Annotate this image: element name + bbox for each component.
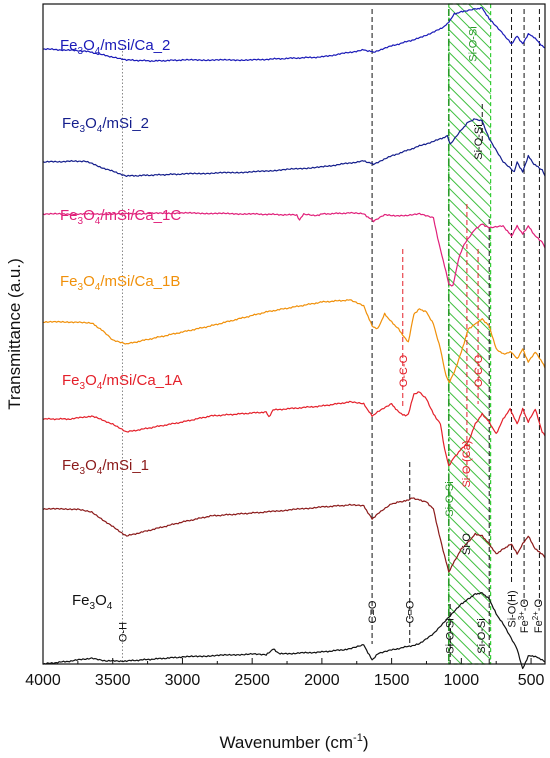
series-label-3: Fe3O4/mSi/Ca_1B — [60, 273, 180, 293]
series-label-2: Fe3O4/mSi/Ca_1C — [60, 207, 181, 227]
series-label-6: Fe3O4 — [72, 592, 113, 612]
annotation-oh: O-H — [117, 622, 129, 642]
x-tick-label-1000: 1000 — [444, 672, 480, 689]
annotation-siosi5: Si-O-Si — [473, 124, 485, 159]
series-line-3 — [42, 299, 546, 384]
series-line-6 — [42, 592, 546, 670]
series-line-4 — [42, 391, 546, 467]
shaded-band-layer — [448, 3, 492, 665]
annotation-siosi3: Si-O-Si — [476, 618, 488, 653]
x-tick-label-500: 500 — [518, 672, 545, 689]
x-axis-ticks: 4000 3500 3000 2500 2000 1500 1000 500 — [25, 658, 545, 689]
x-tick-label-3500: 3500 — [95, 672, 131, 689]
annotation-co1: C=O — [367, 600, 379, 623]
x-axis-label: Wavenumber (cm-1) — [220, 732, 369, 752]
annotation-fe2: Fe2+-O — [531, 598, 545, 633]
series-label-0: Fe3O4/mSi/Ca_2 — [60, 37, 170, 57]
annotation-siosi1: Si-O-Si — [444, 481, 456, 516]
x-tick-label-2500: 2500 — [234, 672, 270, 689]
reference-lines — [121, 9, 540, 664]
series-lines — [42, 6, 546, 670]
y-axis-label: Transmittance (a.u.) — [5, 258, 24, 409]
series-label-5: Fe3O4/mSi_1 — [62, 457, 149, 477]
annotation-sio: Si-O — [461, 533, 473, 555]
si-o-si-shaded-band — [448, 3, 492, 665]
annotation-fe3: Fe3+-O — [517, 598, 531, 633]
annotation-sioh: Si-O(H) — [507, 590, 519, 627]
series-line-0 — [42, 6, 546, 63]
annotation-oco1: O-C-O — [398, 354, 410, 387]
annotation-siosi4: Si-O-Si — [467, 26, 479, 61]
annotation-siosi2: Si-O-Si — [444, 618, 456, 653]
peak-annotations: O-H C=O C=O O-C-O O-C-O Si-O-Si Si-O-Si Si-O-Si… — [117, 26, 545, 653]
series-labels: Fe3O4/mSi/Ca_2 Fe3O4/mSi_2 Fe3O4/mSi/Ca_1C… — [60, 37, 182, 612]
plot-frame — [42, 3, 546, 665]
series-label-1: Fe3O4/mSi_2 — [62, 115, 149, 135]
series-line-1 — [42, 118, 546, 177]
x-tick-label-1500: 1500 — [374, 672, 410, 689]
x-tick-label-4000: 4000 — [25, 672, 61, 689]
series-label-4: Fe3O4/mSi/Ca_1A — [62, 372, 182, 392]
annotation-sioca: Si-O-(Ca) — [461, 440, 473, 487]
annotation-oco2: O-C-O — [473, 354, 485, 387]
annotation-co2: C=O — [405, 600, 417, 623]
series-line-5 — [42, 497, 546, 573]
series-line-2 — [42, 211, 546, 287]
x-tick-label-3000: 3000 — [165, 672, 201, 689]
x-tick-label-2000: 2000 — [304, 672, 340, 689]
